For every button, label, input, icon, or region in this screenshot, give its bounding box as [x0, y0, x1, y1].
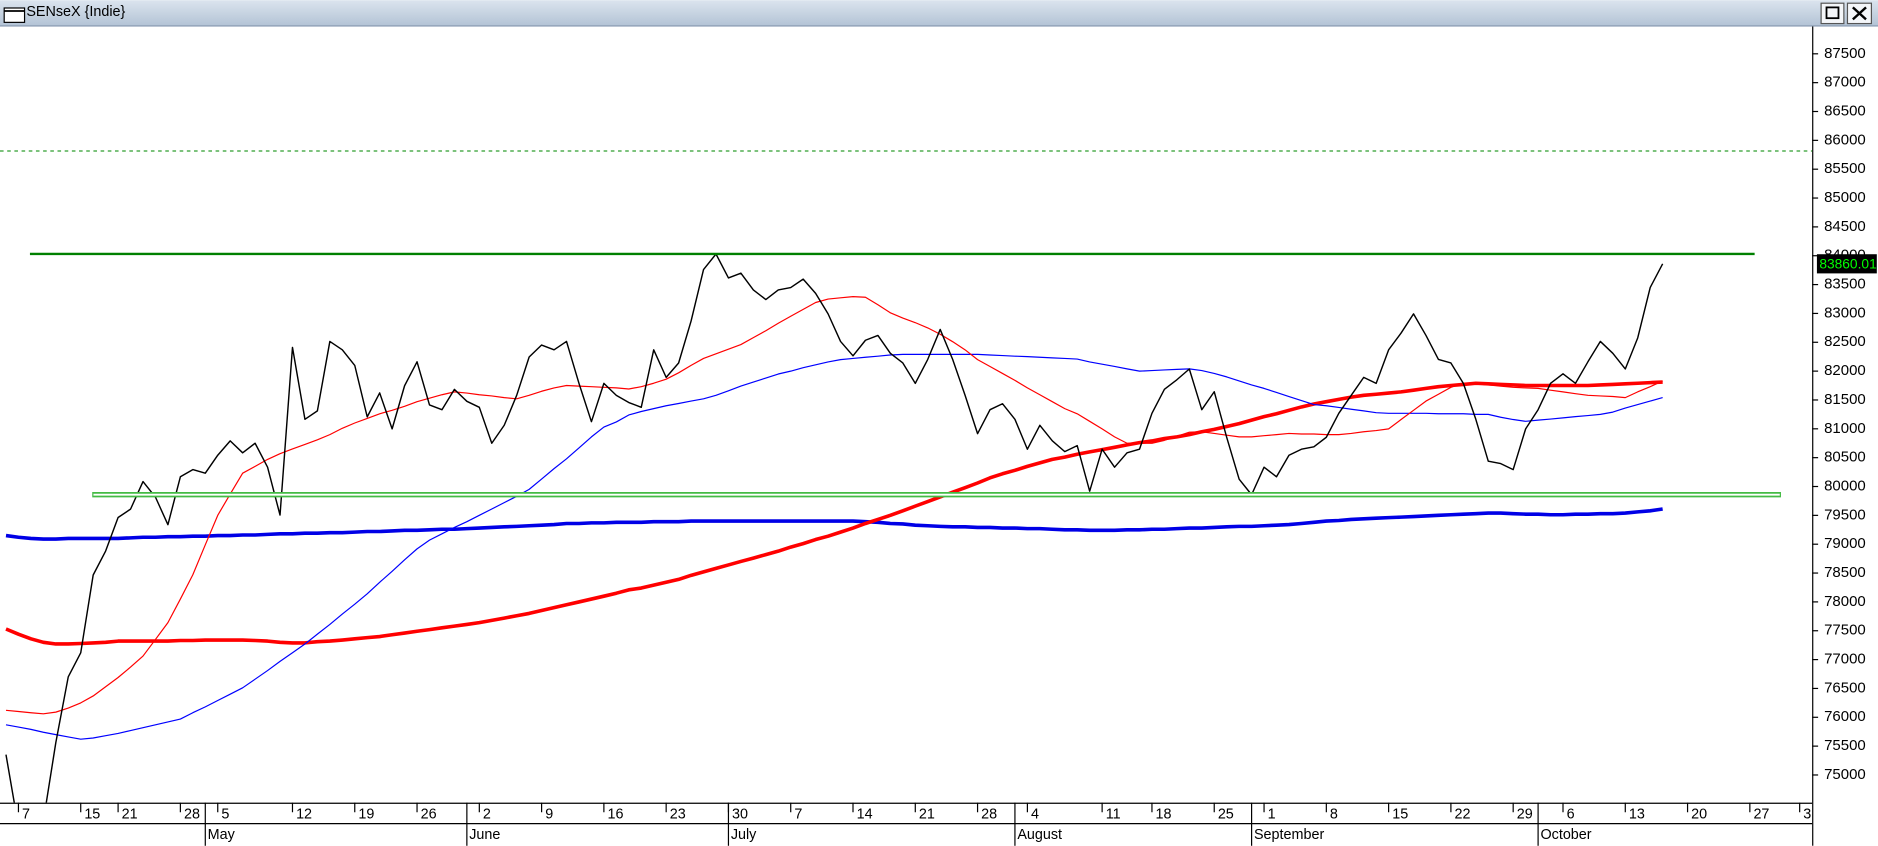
- series-line: [5, 253, 1664, 803]
- x-tick-label: 12: [296, 806, 312, 822]
- x-tick-label: 27: [1753, 806, 1769, 822]
- x-tick-label: 8: [1330, 806, 1338, 822]
- x-tick-label: 5: [221, 806, 229, 822]
- x-tick-label: 23: [670, 806, 686, 822]
- x-tick-label: 2: [483, 806, 491, 822]
- x-tick-label: 3: [1803, 806, 1811, 822]
- y-tick-label: 77000: [1824, 651, 1866, 668]
- x-tick-label: 6: [1567, 806, 1575, 822]
- y-tick-label: 87000: [1824, 74, 1866, 91]
- title-bar: [0, 0, 1878, 26]
- y-tick-label: 78000: [1824, 593, 1866, 610]
- series-line: [5, 353, 1663, 740]
- month-label: July: [731, 827, 757, 843]
- y-tick-label: 81500: [1824, 391, 1866, 408]
- x-tick-label: 9: [545, 806, 553, 822]
- x-tick-label: 20: [1691, 806, 1707, 822]
- y-tick-label: 78500: [1824, 564, 1866, 581]
- month-label: September: [1254, 827, 1324, 843]
- x-tick-label: 19: [358, 806, 374, 822]
- y-tick-label: 76000: [1824, 708, 1866, 725]
- month-label: August: [1017, 827, 1062, 843]
- y-tick-label: 84500: [1824, 218, 1866, 235]
- x-tick-label: 15: [1392, 806, 1408, 822]
- series-line: [5, 380, 1663, 646]
- y-tick-label: 75500: [1824, 737, 1866, 754]
- y-tick-label: 81000: [1824, 420, 1866, 437]
- y-tick-label: 83000: [1824, 304, 1866, 321]
- y-tick-label: 76500: [1824, 679, 1866, 696]
- y-tick-label: 86500: [1824, 102, 1866, 119]
- x-tick-label: 14: [857, 806, 873, 822]
- x-tick-label: 7: [794, 806, 802, 822]
- y-tick-label: 79000: [1824, 535, 1866, 552]
- plot-area: [5, 253, 1664, 803]
- x-tick-label: 29: [1517, 806, 1533, 822]
- y-tick-label: 75000: [1824, 766, 1866, 783]
- x-tick-label: 28: [184, 806, 200, 822]
- y-tick-label: 79500: [1824, 506, 1866, 523]
- x-tick-label: 4: [1031, 806, 1039, 822]
- y-tick-label: 82000: [1824, 362, 1866, 379]
- last-price-box: [1816, 254, 1877, 274]
- x-tick-label: 30: [732, 806, 748, 822]
- y-tick-label: 85500: [1824, 160, 1866, 177]
- x-tick-label: 21: [919, 806, 935, 822]
- x-tick-label: 26: [421, 806, 437, 822]
- y-tick-label: 85000: [1824, 189, 1866, 206]
- month-label: May: [208, 827, 236, 843]
- y-tick-label: 83500: [1824, 276, 1866, 293]
- x-tick-label: 11: [1106, 806, 1121, 822]
- y-tick-label: 80500: [1824, 449, 1866, 466]
- x-tick-label: 7: [22, 806, 30, 822]
- x-tick-label: 16: [607, 806, 623, 822]
- maximize-button[interactable]: [1820, 2, 1845, 25]
- close-button[interactable]: [1846, 2, 1873, 25]
- y-tick-label: 87500: [1824, 45, 1866, 62]
- x-tick-label: 28: [981, 806, 997, 822]
- x-tick-label: 1: [1268, 806, 1276, 822]
- series-line: [5, 507, 1663, 541]
- x-tick-label: 21: [122, 806, 138, 822]
- y-tick-label: 80000: [1824, 477, 1866, 494]
- y-tick-label: 77500: [1824, 622, 1866, 639]
- x-tick-label: 18: [1156, 806, 1172, 822]
- month-label: October: [1540, 827, 1591, 843]
- x-tick-label: 22: [1454, 806, 1470, 822]
- x-tick-label: 25: [1218, 806, 1234, 822]
- series-line: [5, 296, 1663, 715]
- y-tick-label: 82500: [1824, 333, 1866, 350]
- x-tick-label: 13: [1629, 806, 1645, 822]
- last-price-label: 83860.01: [1819, 257, 1876, 272]
- x-tick-label: 15: [84, 806, 100, 822]
- window-title: SENseX {Indie}: [26, 4, 125, 20]
- y-tick-label: 86000: [1824, 131, 1866, 148]
- month-label: June: [469, 827, 500, 843]
